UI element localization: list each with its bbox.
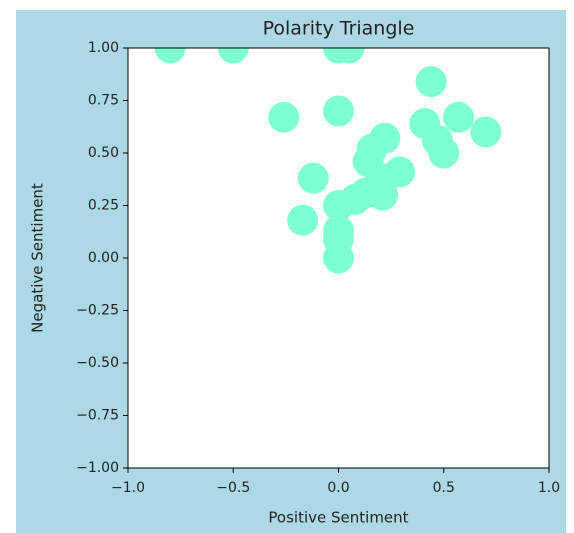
- x-tick-label: 0.0: [327, 480, 349, 496]
- point: [428, 137, 460, 169]
- point: [442, 101, 474, 133]
- point: [268, 101, 300, 133]
- markers: [154, 48, 502, 274]
- x-axis-label: Positive Sentiment: [268, 509, 408, 527]
- y-tick-label: 0.50: [88, 145, 119, 161]
- point: [323, 242, 354, 274]
- y-tick-label: −0.75: [76, 408, 119, 424]
- point: [287, 204, 319, 236]
- y-tick-label: 0.00: [88, 250, 119, 266]
- y-tick-label: −0.50: [76, 355, 119, 371]
- x-tick-label: 0.5: [433, 480, 455, 496]
- point: [333, 48, 365, 64]
- point: [415, 66, 447, 98]
- chart-title: Polarity Triangle: [263, 18, 415, 40]
- y-tick-label: −1.00: [76, 460, 119, 476]
- point: [470, 116, 502, 148]
- y-tick-label: −0.25: [76, 303, 119, 319]
- point: [154, 48, 186, 64]
- point: [217, 48, 249, 64]
- y-axis-label: Negative Sentiment: [29, 183, 47, 333]
- y-tick-label: 0.25: [88, 198, 119, 214]
- x-tick-label: −0.5: [216, 480, 250, 496]
- point: [323, 95, 354, 127]
- x-tick-label: −1.0: [111, 480, 145, 496]
- point: [367, 179, 399, 211]
- y-tick-label: 1.00: [88, 40, 119, 56]
- point: [297, 162, 329, 194]
- y-tick-label: 0.75: [88, 93, 119, 109]
- point: [323, 190, 354, 221]
- x-tick-label: 1.0: [538, 480, 560, 496]
